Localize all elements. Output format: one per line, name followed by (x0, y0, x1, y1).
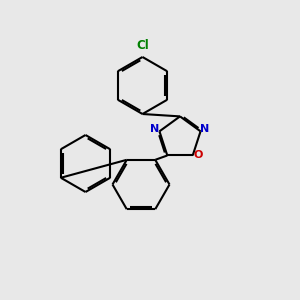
Text: N: N (200, 124, 209, 134)
Text: O: O (194, 151, 203, 160)
Text: Cl: Cl (136, 39, 149, 52)
Text: N: N (150, 124, 160, 134)
